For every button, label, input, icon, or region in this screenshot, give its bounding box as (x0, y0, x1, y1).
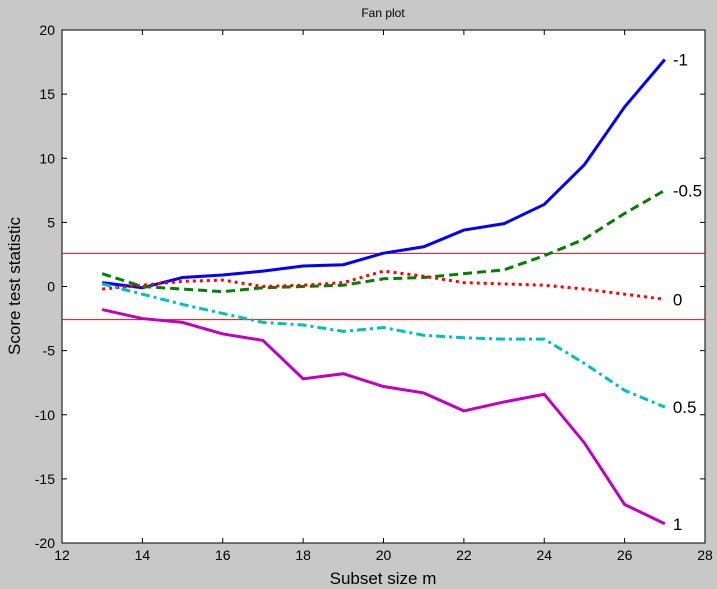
y-tick-label: -20 (35, 535, 55, 551)
series-label: 1 (673, 515, 682, 534)
series-label: -0.5 (673, 181, 702, 200)
y-tick-label: 0 (47, 279, 55, 295)
series-line-1 (101, 308, 666, 526)
series-label: 0 (673, 290, 682, 309)
x-tick-label: 28 (697, 547, 713, 563)
y-tick-label: 5 (47, 214, 55, 230)
x-tick-label: 16 (215, 547, 231, 563)
x-tick-label: 14 (135, 547, 151, 563)
x-tick-label: 20 (376, 547, 392, 563)
y-axis-label: Score test statistic (5, 217, 24, 355)
plot-area (61, 29, 706, 544)
series-label: -1 (673, 50, 688, 69)
x-tick-label: 12 (54, 547, 70, 563)
series-line-0.5 (101, 282, 666, 409)
x-axis-label: Subset size m (330, 569, 437, 588)
y-tick-label: 20 (39, 22, 55, 38)
series-label: 0.5 (673, 398, 697, 417)
x-tick-label: 24 (536, 547, 552, 563)
x-tick-label: 18 (295, 547, 311, 563)
y-tick-label: -15 (35, 471, 55, 487)
series-line--1 (101, 58, 666, 290)
y-tick-label: 15 (39, 86, 55, 102)
x-tick-label: 26 (617, 547, 633, 563)
y-tick-label: 10 (39, 150, 55, 166)
y-tick-label: -5 (43, 343, 56, 359)
series-line--0.5 (101, 189, 666, 294)
chart-title: Fan plot (361, 6, 405, 20)
x-tick-label: 22 (456, 547, 472, 563)
y-tick-label: -10 (35, 407, 55, 423)
